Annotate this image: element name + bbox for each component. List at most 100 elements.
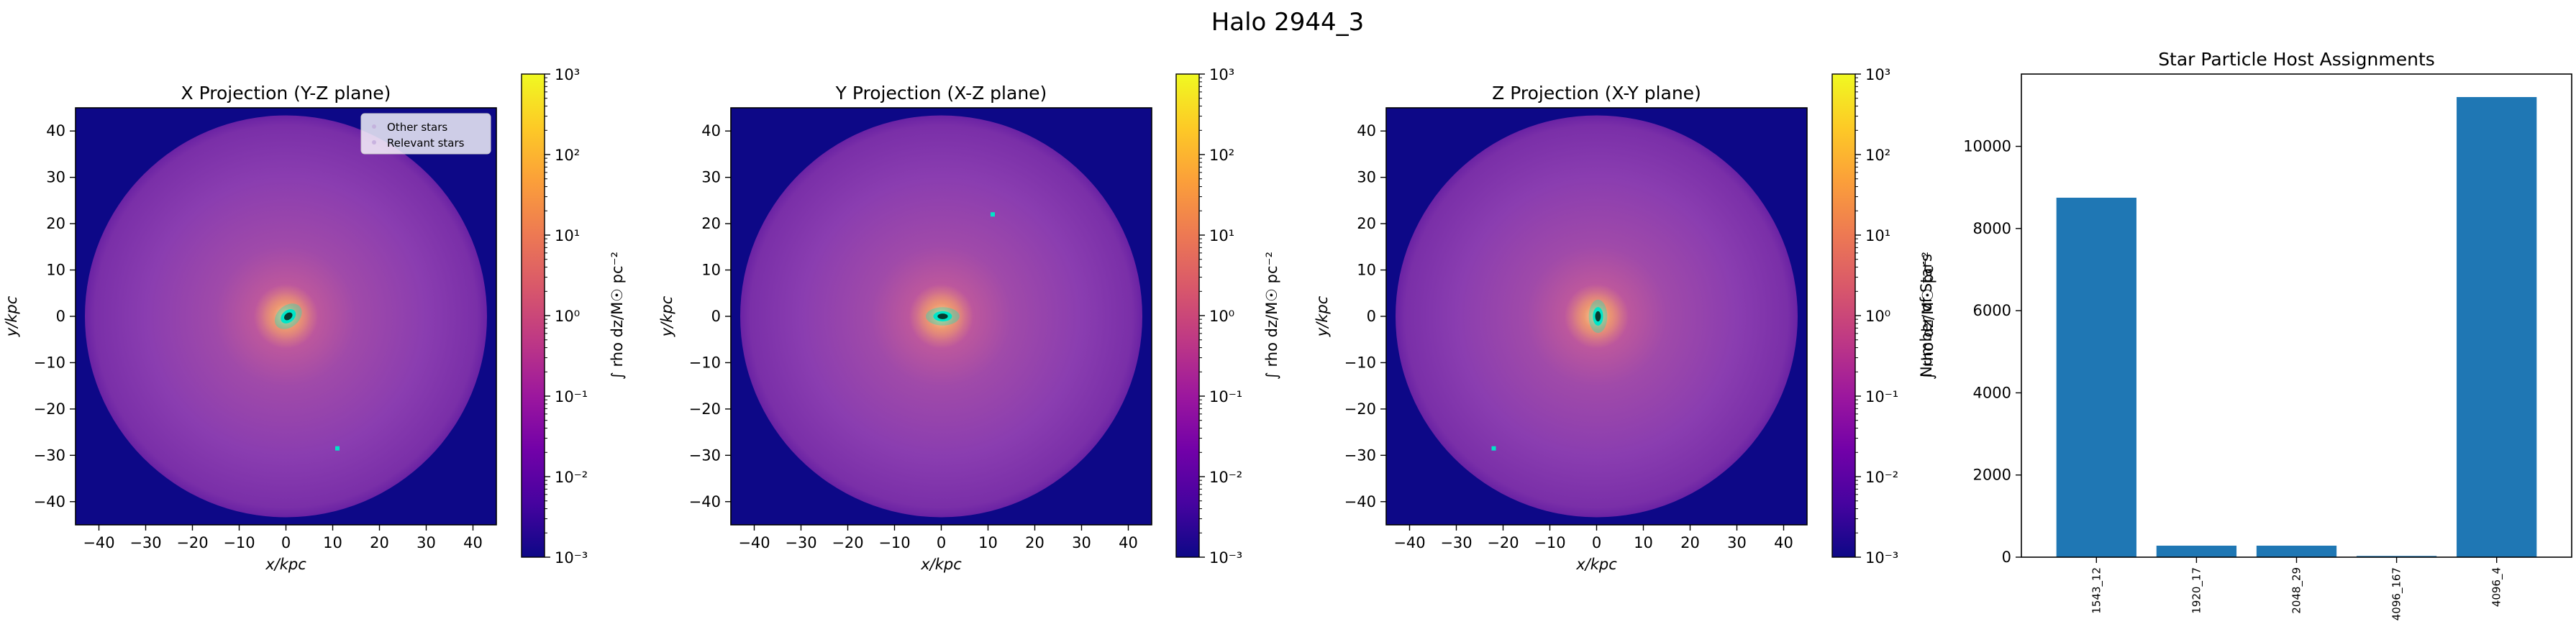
panel-title: X Projection (Y-Z plane) [181,83,391,104]
y-tick-label: 0 [2002,549,2011,566]
y-tick-label: 30 [1357,169,1376,186]
x-axis-label: x/kpc [265,556,306,573]
y-tick-label: −20 [1344,400,1376,418]
bar-1543_12 [2056,198,2136,557]
y-tick-label: −10 [689,354,721,371]
y-tick-label: 10 [46,262,65,279]
legend-label-relevant-stars: Relevant stars [387,137,465,150]
y-tick-label: 2000 [1973,467,2011,484]
y-tick-label: 40 [701,122,721,139]
colorbar-tick-label: 10⁻¹ [1865,388,1898,405]
axes-frame [2021,73,2572,558]
stray-star-point [1491,446,1496,451]
x-tick-label: 40 [1774,534,1793,551]
y-axis-label: y/kpc [1314,295,1331,337]
panel-title: Y Projection (X-Z plane) [835,83,1047,104]
projection-panel-3: −40 −30 −20 −10 0 10 20 30 40 −40 −30 −20 −10 0 10 20 30… [1314,66,1936,573]
y-tick-label: 30 [46,169,65,186]
y-tick-label: −40 [689,493,721,510]
y-tick-label: 10 [701,262,721,279]
x-tick-label: 20 [1680,534,1700,551]
colorbar-tick-label: 10⁻³ [1209,549,1242,567]
colorbar-label: ∫ rho dz/M☉ pc⁻² [1919,252,1936,380]
colorbar-tick-label: 10⁻² [555,469,588,486]
colorbar-tick-label: 10⁻¹ [555,388,588,405]
x-tick-label: −40 [738,534,770,551]
colorbar-label: ∫ rho dz/M☉ pc⁻² [1263,252,1280,380]
density-map [1396,115,1798,518]
y-tick-label: 20 [1357,215,1376,232]
x-tick-label: −30 [1440,534,1472,551]
x-tick-label: 10 [978,534,998,551]
charts-group: −40 −30 −20 −10 0 10 20 30 40 −40 −30 −20 −10 0 10 20 30… [3,49,2572,620]
relevant-stars-center [283,312,293,321]
y-tick-label: −10 [1344,354,1376,371]
x-tick-label: −10 [223,534,255,551]
y-tick-label: 20 [46,215,65,232]
colorbar-gradient [1175,73,1200,558]
colorbar-tick-label: 10⁰ [555,308,580,325]
y-tick-label: −20 [689,400,721,418]
x-tick-label: −20 [176,534,208,551]
y-tick-label: −40 [34,493,65,510]
relevant-stars-center [1595,311,1601,322]
y-tick-label: −30 [689,446,721,464]
stray-star-point [335,446,340,451]
y-tick-label: 4000 [1973,384,2011,401]
legend-label-other-stars: Other stars [387,121,447,134]
legend-marker-relevant-stars [372,140,376,145]
x-tick-label: −40 [83,534,114,551]
bar-1920_17 [2156,546,2237,557]
y-tick-label: 8000 [1973,220,2011,237]
density-map [740,115,1142,518]
y-axis-label: Number of Stars [1918,254,1935,377]
colorbar-tick-label: 10¹ [1865,227,1890,244]
colorbar-tick-label: 10⁻¹ [1209,388,1242,405]
x-tick-label: 1543_12 [2090,567,2103,614]
y-tick-label: 40 [1357,122,1376,139]
x-tick-label: 2048_29 [2290,567,2304,614]
x-tick-label: 30 [1072,534,1091,551]
colorbar-tick-label: 10⁰ [1865,308,1890,325]
x-tick-label: 4096_167 [2390,567,2404,620]
x-tick-label: 0 [937,534,946,551]
x-tick-label: 0 [281,534,291,551]
y-tick-label: 0 [1367,308,1376,325]
x-tick-label: 20 [370,534,389,551]
colorbar-tick-label: 10⁻² [1865,469,1898,486]
colorbar-tick-label: 10⁰ [1209,308,1234,325]
x-tick-label: −20 [1487,534,1519,551]
bar-4096_167 [2356,556,2437,557]
colorbar-label: ∫ rho dz/M☉ pc⁻² [609,252,626,380]
projection-panel-2: −40 −30 −20 −10 0 10 20 30 40 −40 −30 −20 −10 0 10 20 30… [658,66,1280,573]
y-tick-label: −10 [34,354,65,371]
panel-title: Z Projection (X-Y plane) [1492,83,1701,104]
x-tick-label: 40 [463,534,483,551]
bar-2048_29 [2256,546,2337,557]
y-tick-label: 0 [56,308,65,325]
y-axis-label: y/kpc [3,295,20,337]
x-tick-label: 40 [1119,534,1138,551]
x-tick-label: −30 [129,534,161,551]
colorbar-tick-label: 10³ [1209,66,1234,83]
x-tick-label: 30 [417,534,436,551]
x-tick-label: 10 [323,534,342,551]
x-axis-label: x/kpc [1575,556,1617,573]
x-tick-label: −10 [878,534,910,551]
colorbar-tick-label: 10⁻³ [555,549,588,567]
x-axis-label: x/kpc [920,556,962,573]
figure-title: Halo 2944_3 [1211,8,1365,37]
y-tick-label: −30 [34,446,65,464]
relevant-stars-center [937,313,948,319]
x-tick-label: 1920_17 [2190,567,2203,614]
colorbar-tick-label: 10² [1209,147,1234,164]
colorbar-tick-label: 10¹ [555,227,580,244]
y-axis-label: y/kpc [658,295,675,337]
bar-4096_4 [2457,97,2537,557]
y-tick-label: 0 [711,308,721,325]
legend: Other stars Relevant stars [360,113,491,155]
x-tick-label: 20 [1025,534,1044,551]
legend-box [360,113,491,155]
